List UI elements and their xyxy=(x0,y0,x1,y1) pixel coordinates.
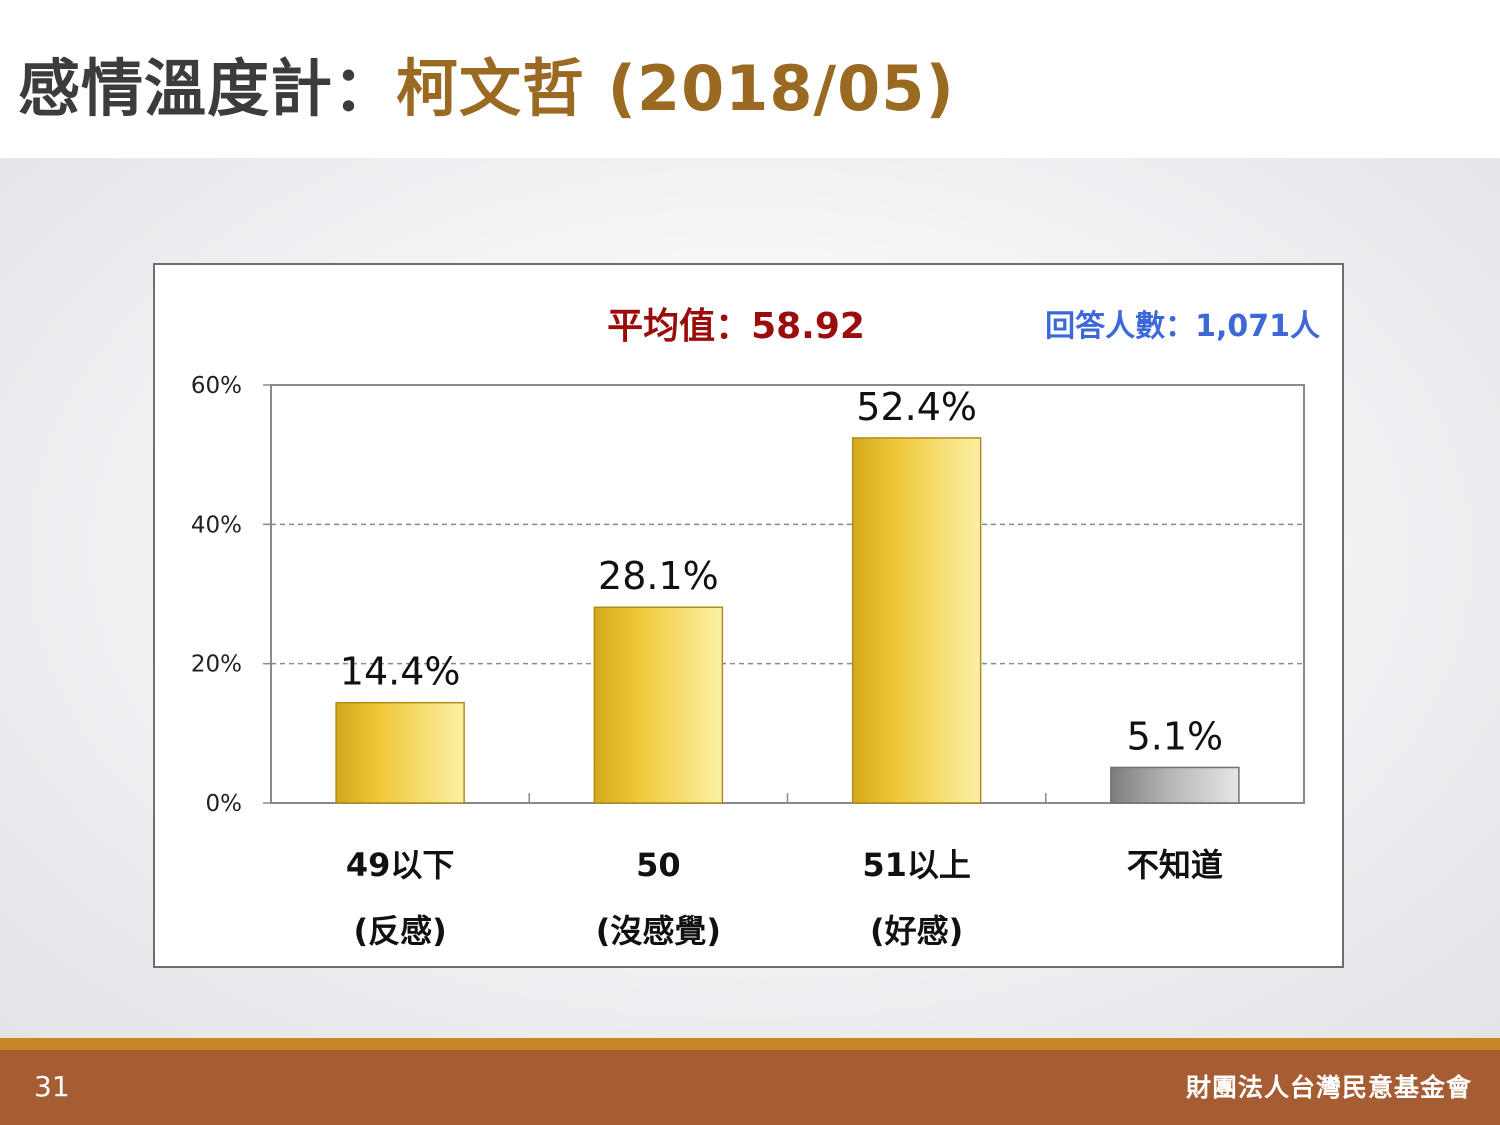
title-main: 感情溫度計： xyxy=(18,52,397,125)
title-date: (2018/05) xyxy=(607,52,955,125)
category-label-1: 49以下 xyxy=(346,846,455,884)
bar-2 xyxy=(593,606,724,804)
y-tick-label: 60% xyxy=(191,373,242,399)
page-number: 31 xyxy=(34,1070,70,1103)
mean-label: 平均值：58.92 xyxy=(607,306,865,347)
category-label-2: 50 xyxy=(636,846,681,884)
title-accent: 柯文哲 xyxy=(396,52,586,125)
bar-4 xyxy=(1110,766,1240,804)
category-label-3: 51以上 xyxy=(862,846,971,884)
y-tick-label: 20% xyxy=(191,652,242,678)
value-label-1: 14.4% xyxy=(340,650,461,694)
gridlines xyxy=(271,523,1304,665)
title-bar: 感情溫度計：柯文哲 (2018/05) xyxy=(0,0,1500,158)
footer-bar xyxy=(0,1050,1500,1125)
category-label-4: 不知道 xyxy=(1127,846,1223,884)
respondents-label: 回答人數：1,071人 xyxy=(1045,309,1320,344)
slide-title: 感情溫度計：柯文哲 (2018/05) xyxy=(18,38,955,128)
y-tick-label: 40% xyxy=(191,512,242,538)
bars xyxy=(335,437,1240,804)
category-sublabel-2: (沒感覺) xyxy=(596,912,721,950)
category-sublabel-3: (好感) xyxy=(870,912,963,950)
bar-1 xyxy=(335,701,465,804)
category-labels: 49以下 (反感) 50 (沒感覺) 51以上 (好感) 不知道 xyxy=(346,846,1223,950)
y-tick-label: 0% xyxy=(206,791,243,817)
organization-name: 財團法人台灣民意基金會 xyxy=(1185,1073,1472,1102)
value-labels: 14.4% 28.1% 52.4% 5.1% xyxy=(340,385,1223,759)
category-sublabel-1: (反感) xyxy=(353,912,446,950)
y-axis-ticks: 0% 20% 40% 60% xyxy=(191,373,1047,817)
value-label-3: 52.4% xyxy=(856,385,977,429)
footer-divider xyxy=(0,1038,1500,1050)
value-label-2: 28.1% xyxy=(598,554,719,598)
bar-3 xyxy=(851,437,982,804)
value-label-4: 5.1% xyxy=(1127,714,1224,758)
chart-frame xyxy=(153,263,1344,968)
